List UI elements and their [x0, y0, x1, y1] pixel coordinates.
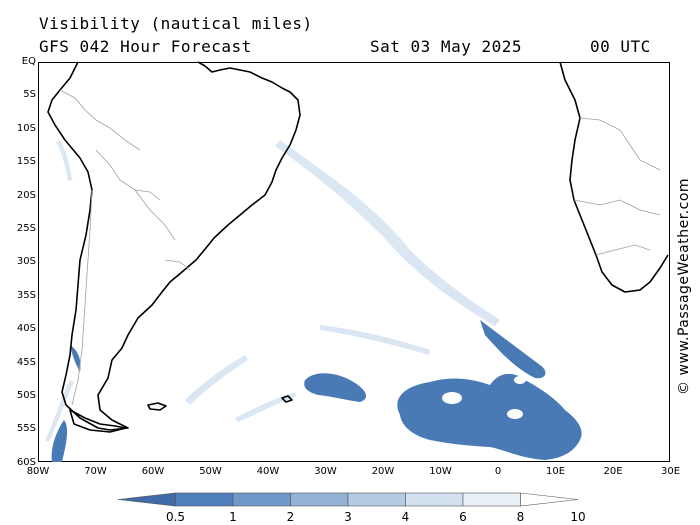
forecast-time: 00 UTC: [590, 37, 651, 56]
colorbar-segment: [290, 492, 349, 507]
lon-label: 60W: [141, 466, 165, 477]
fog-patch-main: [397, 373, 582, 460]
lon-label: 30W: [314, 466, 337, 477]
lat-label: 60S: [16, 456, 36, 468]
colorbar-segment: [117, 492, 176, 507]
lat-label: 30S: [16, 256, 36, 268]
lon-label: 20W: [371, 466, 395, 477]
colorbar-label: 8: [516, 510, 525, 524]
lat-label: 10S: [16, 122, 36, 134]
low-visibility-layer: [51, 320, 582, 462]
colorbar-segment: [462, 492, 521, 507]
colorbar-label: 3: [344, 510, 352, 524]
fog-patch-tail: [480, 320, 546, 379]
lon-label: 40W: [256, 466, 280, 477]
lat-label: 50S: [16, 390, 36, 401]
lon-label: 30E: [660, 466, 681, 477]
lat-label: 45S: [16, 356, 36, 368]
lon-label: 10E: [545, 466, 566, 477]
lat-label: 55S: [16, 423, 36, 435]
colorbar-label: 0.5: [165, 510, 186, 524]
forecast-date: Sat 03 May 2025: [370, 37, 522, 56]
south-america-coast: [47, 61, 301, 431]
lon-label: 80W: [26, 466, 50, 477]
haze-streak-3: [235, 392, 297, 422]
border-africa-1: [579, 117, 661, 171]
border-paraguay: [134, 189, 176, 241]
lon-label: 50W: [199, 466, 222, 477]
fog-patch-sw: [51, 420, 68, 462]
fog-patch-west: [304, 373, 367, 402]
fog-holes: [442, 376, 526, 419]
colorbar-segment: [347, 492, 406, 507]
colorbar-segment: [405, 492, 464, 507]
haze-streak-2: [185, 355, 248, 405]
lat-label: 25S: [16, 223, 36, 234]
fog-hole-2: [507, 409, 523, 419]
colorbar: [117, 492, 579, 507]
border-argentina-chile: [71, 189, 93, 406]
lon-label: 0: [494, 466, 502, 477]
lon-label: 20E: [603, 466, 623, 477]
colorbar-segment: [520, 492, 579, 507]
colorbar-label: 1: [229, 510, 237, 524]
lat-label: 15S: [16, 156, 36, 168]
border-peru-brazil: [59, 89, 141, 151]
colorbar-label: 2: [286, 510, 295, 524]
colorbar-label: 6: [459, 510, 467, 524]
africa-coast: [559, 61, 669, 293]
fog-hole-3: [514, 376, 526, 384]
fog-patch-patagonia: [70, 345, 81, 372]
colorbar-segment: [175, 492, 234, 507]
colorbar-label: 10: [570, 510, 586, 524]
falkland-islands: [147, 402, 167, 411]
fog-hole-1: [442, 392, 462, 404]
lat-label: 35S: [16, 289, 36, 301]
country-borders: [59, 89, 661, 406]
lat-label: 40S: [16, 323, 36, 335]
lat-label: 5S: [23, 89, 36, 101]
haze-streak-6: [56, 140, 72, 181]
lon-label: 70W: [84, 466, 107, 477]
lon-label: 10W: [429, 466, 452, 477]
lat-label: EQ: [21, 56, 36, 67]
colorbar-label: 4: [401, 510, 410, 524]
colorbar-segment: [232, 492, 291, 507]
border-bolivia: [95, 149, 161, 201]
border-africa-3: [595, 244, 651, 256]
light-haze-layer: [45, 140, 580, 442]
land-outlines: [47, 61, 669, 433]
tierra-del-fuego: [69, 409, 127, 433]
border-uruguay: [164, 259, 191, 271]
south-georgia: [281, 395, 293, 403]
border-africa-2: [573, 199, 661, 216]
haze-streak-7: [45, 380, 74, 442]
haze-streak-4: [320, 325, 430, 355]
haze-streak-1: [275, 140, 500, 326]
model-label: GFS 042 Hour Forecast: [39, 37, 252, 56]
lat-label: 20S: [16, 189, 36, 201]
map-title: Visibility (nautical miles): [39, 14, 313, 33]
